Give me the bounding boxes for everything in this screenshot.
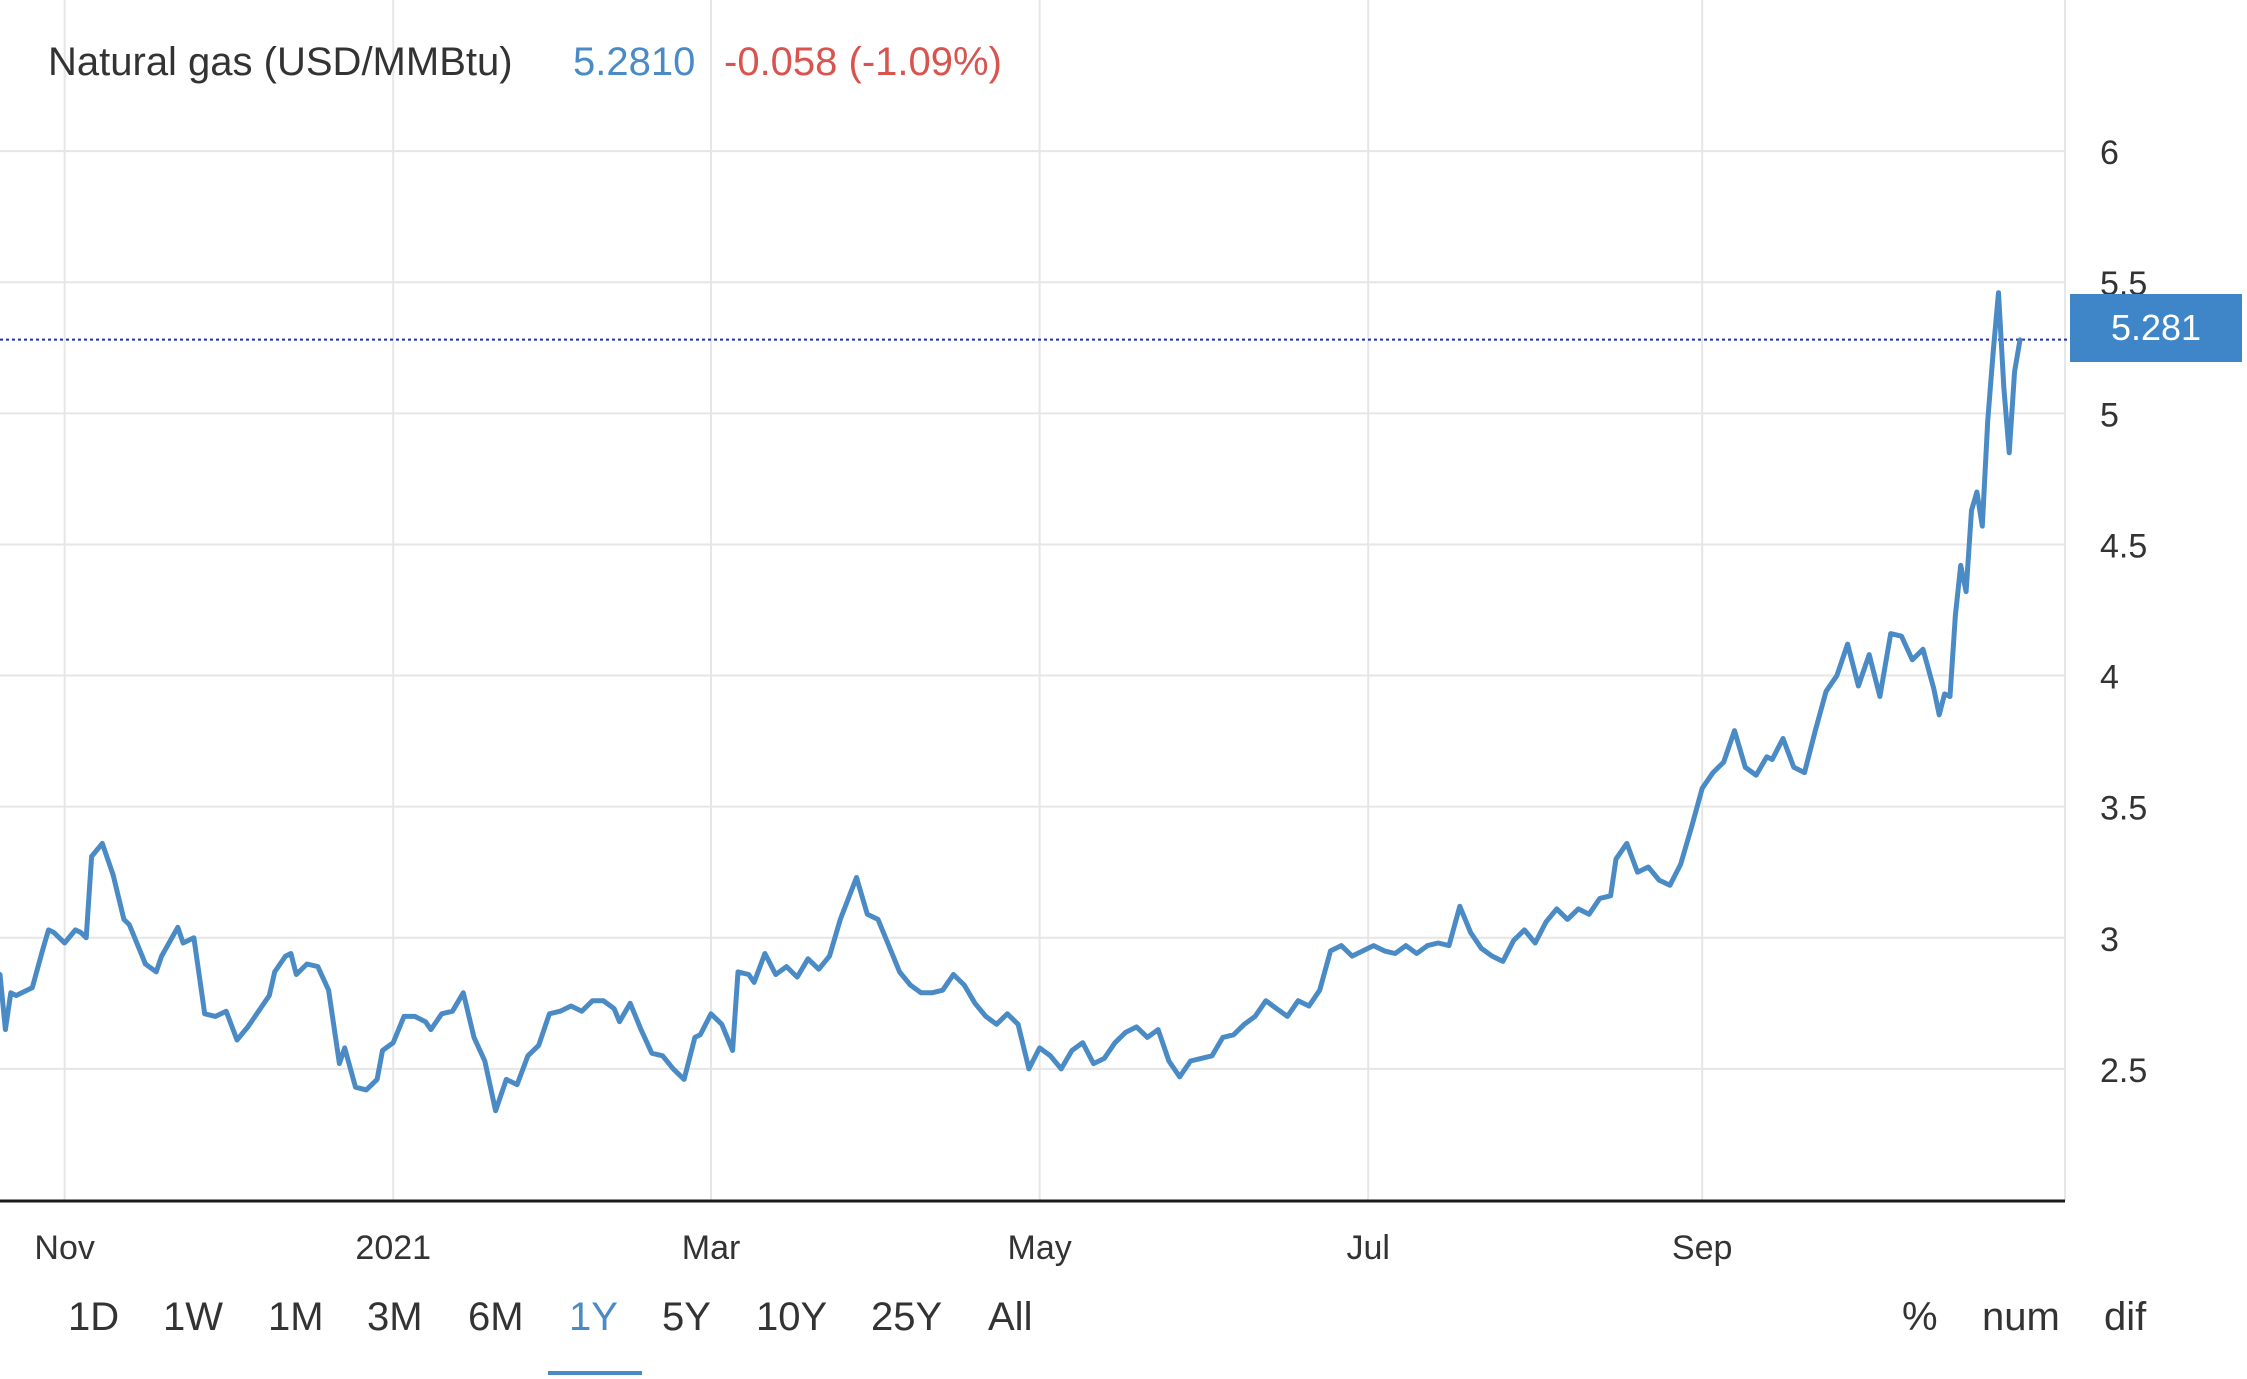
x-tick-label: Jul	[1346, 1229, 1389, 1267]
range-button-5y[interactable]: 5Y	[662, 1295, 711, 1339]
y-tick-label: 2.5	[2100, 1052, 2147, 1090]
y-tick-label: 5	[2100, 396, 2119, 434]
y-tick-label: 3.5	[2100, 790, 2147, 828]
range-button-1y[interactable]: 1Y	[569, 1295, 618, 1339]
last-price-tag: 5.281	[2070, 294, 2242, 362]
y-tick-label: 4.5	[2100, 527, 2147, 565]
range-button-all[interactable]: All	[988, 1295, 1033, 1339]
y-tick-label: 3	[2100, 921, 2119, 959]
range-button-1w[interactable]: 1W	[163, 1295, 223, 1339]
x-tick-label: Sep	[1672, 1229, 1733, 1267]
mode-button-num[interactable]: num	[1982, 1295, 2060, 1339]
x-tick-label: 2021	[355, 1229, 431, 1267]
price-change: -0.058 (-1.09%)	[724, 40, 1002, 84]
active-range-indicator	[548, 1371, 642, 1375]
range-button-1d[interactable]: 1D	[68, 1295, 120, 1339]
grid	[0, 0, 2066, 1201]
range-button-6m[interactable]: 6M	[468, 1295, 524, 1339]
mode-button-percent[interactable]: %	[1902, 1295, 1938, 1339]
mode-button-dif[interactable]: dif	[2104, 1295, 2147, 1339]
x-tick-label: Mar	[682, 1229, 741, 1267]
current-price: 5.2810	[573, 40, 696, 84]
instrument-title: Natural gas (USD/MMBtu)	[48, 40, 513, 84]
series-layer	[0, 290, 2070, 1114]
x-tick-label: Nov	[34, 1229, 94, 1267]
range-button-1m[interactable]: 1M	[268, 1295, 324, 1339]
range-button-10y[interactable]: 10Y	[756, 1295, 828, 1339]
x-tick-label: May	[1008, 1229, 1072, 1267]
range-button-3m[interactable]: 3M	[367, 1295, 423, 1339]
y-tick-label: 6	[2100, 134, 2119, 172]
y-tick-label: 4	[2100, 659, 2119, 697]
range-button-25y[interactable]: 25Y	[871, 1295, 943, 1339]
price-series-line	[0, 290, 2023, 1114]
